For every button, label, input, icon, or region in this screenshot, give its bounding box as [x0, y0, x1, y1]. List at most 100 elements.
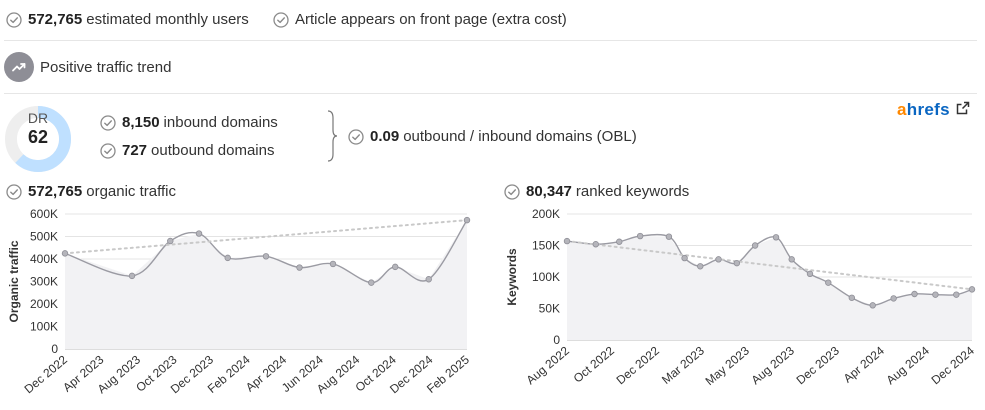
- inbound-domains-value: 8,150: [122, 114, 160, 131]
- check-circle-icon: [504, 183, 520, 200]
- y-axis-label: Organic traffic: [7, 240, 21, 322]
- x-tick-label: Dec 2024: [929, 343, 978, 387]
- data-point: [665, 233, 673, 240]
- outbound-domains-value: 727: [122, 142, 148, 159]
- data-point: [681, 254, 688, 262]
- data-point: [463, 216, 471, 224]
- y-tick-label: 150K: [532, 239, 560, 253]
- domain-rating-label: DR: [27, 110, 49, 126]
- ranked-keywords-value: 80,347: [526, 183, 572, 200]
- x-tick-label: Aug 2022: [524, 343, 573, 387]
- series-line: [64, 219, 468, 284]
- data-point: [733, 259, 741, 267]
- traffic-trend: Positive traffic trend: [4, 52, 171, 82]
- ahrefs-link[interactable]: a hrefs: [897, 100, 970, 120]
- obl-stat: 0.09 outbound / inbound domains (OBL): [348, 128, 637, 145]
- y-tick-label: 100K: [30, 320, 58, 334]
- y-tick-label: 500K: [30, 230, 58, 244]
- x-tick-label: Dec 2022: [22, 352, 71, 396]
- data-point: [788, 256, 795, 263]
- y-tick-label: 50K: [539, 302, 560, 316]
- data-point: [128, 272, 136, 280]
- trend-line: [566, 240, 973, 291]
- data-point: [61, 250, 69, 257]
- obl-value: 0.09: [370, 128, 400, 145]
- monthly-users-label: estimated monthly users: [86, 11, 249, 28]
- y-tick-label: 200K: [30, 297, 58, 311]
- obl-label: outbound / inbound domains (OBL): [403, 128, 637, 145]
- data-point: [167, 237, 174, 245]
- x-tick-label: Aug 2024: [884, 343, 933, 387]
- data-point: [751, 242, 759, 249]
- front-page-stat: Article appears on front page (extra cos…: [273, 11, 567, 28]
- ahrefs-logo-text: hrefs: [906, 100, 950, 119]
- data-point: [563, 237, 571, 245]
- brace-divider: [327, 110, 338, 162]
- y-tick-label: 600K: [30, 207, 58, 221]
- x-tick-label: Apr 2024: [841, 343, 888, 385]
- y-tick-label: 300K: [30, 275, 58, 289]
- y-tick-label: 0: [51, 342, 58, 356]
- data-point: [911, 290, 918, 298]
- organic-traffic-label: organic traffic: [86, 183, 176, 200]
- trend-line: [64, 219, 468, 255]
- data-point: [425, 276, 432, 283]
- data-point: [932, 291, 939, 298]
- domain-rating-value: 62: [27, 127, 49, 147]
- check-circle-icon: [100, 114, 116, 131]
- data-point: [636, 232, 644, 240]
- x-tick-label: Mar 2023: [659, 343, 707, 387]
- y-axis-label: Keywords: [505, 248, 519, 306]
- inbound-domains-stat: 8,150 inbound domains: [100, 114, 278, 131]
- x-tick-label: Oct 2022: [571, 343, 618, 385]
- domain-rating-gauge: DR 62: [4, 105, 72, 173]
- x-tick-label: Aug 2023: [749, 343, 798, 387]
- ahrefs-logo-a: a: [897, 100, 907, 119]
- data-point: [890, 295, 897, 302]
- check-circle-icon: [273, 11, 289, 28]
- data-point: [715, 256, 722, 263]
- data-point: [616, 238, 623, 245]
- data-point: [368, 279, 375, 286]
- data-point: [224, 254, 231, 262]
- data-point: [869, 302, 876, 309]
- x-tick-label: May 2023: [703, 343, 753, 388]
- x-tick-label: Dec 2023: [794, 343, 843, 387]
- traffic-trend-label: Positive traffic trend: [40, 58, 172, 76]
- data-point: [392, 263, 399, 271]
- outbound-domains-label: outbound domains: [151, 142, 275, 159]
- check-circle-icon: [6, 11, 22, 28]
- data-point: [592, 241, 599, 248]
- data-point: [848, 294, 856, 301]
- data-point: [262, 253, 270, 260]
- data-point: [772, 234, 780, 241]
- front-page-label: Article appears on front page (extra cos…: [295, 11, 567, 28]
- external-link-icon: [956, 100, 970, 120]
- trending-up-icon: [4, 52, 34, 82]
- divider: [4, 93, 977, 94]
- divider: [4, 40, 977, 41]
- series-area: [567, 236, 972, 340]
- ranked-keywords-stat: 80,347 ranked keywords: [504, 183, 689, 200]
- check-circle-icon: [348, 128, 364, 145]
- organic-traffic-stat: 572,765 organic traffic: [6, 183, 176, 200]
- y-tick-label: 100K: [532, 270, 560, 284]
- data-point: [195, 230, 203, 237]
- y-tick-label: 0: [553, 333, 560, 347]
- inbound-domains-label: inbound domains: [163, 114, 278, 131]
- data-point: [296, 264, 303, 271]
- domain-rating-ring: [5, 106, 71, 172]
- data-point: [968, 286, 976, 293]
- series-area: [65, 220, 467, 349]
- outbound-domains-stat: 727 outbound domains: [100, 142, 274, 159]
- data-point: [806, 270, 814, 278]
- y-tick-label: 200K: [532, 207, 560, 221]
- ranked-keywords-label: ranked keywords: [575, 183, 690, 200]
- data-point: [329, 260, 337, 268]
- monthly-users-stat: 572,765 estimated monthly users: [6, 11, 249, 28]
- y-tick-label: 400K: [30, 252, 58, 266]
- organic-traffic-value: 572,765: [28, 183, 83, 200]
- x-tick-label: Dec 2022: [614, 343, 663, 387]
